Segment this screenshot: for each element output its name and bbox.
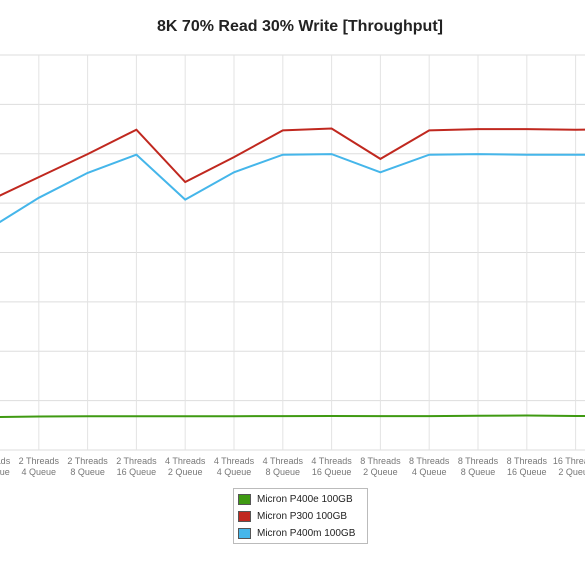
- x-tick-label-queue: 4 Queue: [22, 467, 57, 477]
- series-line-2: [0, 127, 585, 197]
- legend-item: Micron P400m 100GB: [238, 525, 363, 542]
- legend-swatch: [238, 511, 251, 522]
- x-tick-label-queue: 16 Queue: [117, 467, 157, 477]
- x-tick-label-queue: 8 Queue: [266, 467, 301, 477]
- x-tick-label-threads: 4 Threads: [165, 456, 206, 466]
- grid: [0, 54, 585, 451]
- x-tick-label-threads: 2 Threads: [19, 456, 60, 466]
- x-tick-label: 8 Threads 2 Queue: [360, 456, 401, 477]
- x-tick-label-threads: 8 Threads: [409, 456, 450, 466]
- x-tick-label-queue: 4 Queue: [412, 467, 447, 477]
- legend-item: Micron P400e 100GB: [238, 491, 363, 508]
- x-tick-label-queue: 2 Queue: [363, 467, 398, 477]
- x-tick-label: 2 Threads 4 Queue: [19, 456, 60, 477]
- x-tick-label-queue: 16 Queue: [507, 467, 547, 477]
- x-tick-label-queue: 16 Queue: [0, 467, 10, 477]
- x-tick-label-threads: 8 Threads: [360, 456, 401, 466]
- x-tick-label: 4 Threads 2 Queue: [165, 456, 206, 477]
- legend-item: Micron P300 100GB: [238, 508, 363, 525]
- x-tick-label-threads: 8 Threads: [458, 456, 499, 466]
- x-tick-label-queue: 16 Queue: [312, 467, 352, 477]
- x-tick-label-queue: 2 Queue: [168, 467, 203, 477]
- x-tick-label: 4 Threads 8 Queue: [263, 456, 304, 477]
- legend-label: Micron P300 100GB: [257, 511, 348, 522]
- legend-swatch: [238, 494, 251, 505]
- x-tick-label: 8 Threads 16 Queue: [507, 456, 548, 477]
- x-tick-label-queue: 4 Queue: [217, 467, 252, 477]
- x-tick-label-threads: 8 Threads: [507, 456, 548, 466]
- x-tick-label-threads: 1 Threads: [0, 456, 11, 466]
- x-tick-label-threads: 16 Threads: [553, 456, 585, 466]
- x-tick-label: 2 Threads 8 Queue: [67, 456, 108, 477]
- x-tick-label-threads: 4 Threads: [263, 456, 304, 466]
- x-tick-label-threads: 4 Threads: [214, 456, 255, 466]
- legend: Micron P400e 100GB Micron P300 100GB Micro…: [233, 488, 368, 544]
- x-tick-label: 4 Threads 4 Queue: [214, 456, 255, 477]
- series-line-1: [0, 414, 585, 419]
- x-tick-label-queue: 8 Queue: [70, 467, 105, 477]
- chart-title: 8K 70% Read 30% Write [Throughput]: [157, 18, 443, 35]
- x-tick-label-threads: 4 Threads: [311, 456, 352, 466]
- series-lines: [0, 127, 585, 419]
- x-tick-label: 8 Threads 8 Queue: [458, 456, 499, 477]
- x-tick-label: 4 Threads 16 Queue: [311, 456, 352, 477]
- x-tick-label: 2 Threads 16 Queue: [116, 456, 157, 477]
- x-tick-label-queue: 2 Queue: [558, 467, 585, 477]
- x-tick-label-threads: 2 Threads: [67, 456, 108, 466]
- legend-label: Micron P400e 100GB: [257, 494, 353, 505]
- x-tick-label-queue: 8 Queue: [461, 467, 496, 477]
- x-tick-label-threads: 2 Threads: [116, 456, 157, 466]
- legend-label: Micron P400m 100GB: [257, 528, 356, 539]
- x-tick-label: 8 Threads 4 Queue: [409, 456, 450, 477]
- series-line-3: [0, 153, 585, 224]
- legend-swatch: [238, 528, 251, 539]
